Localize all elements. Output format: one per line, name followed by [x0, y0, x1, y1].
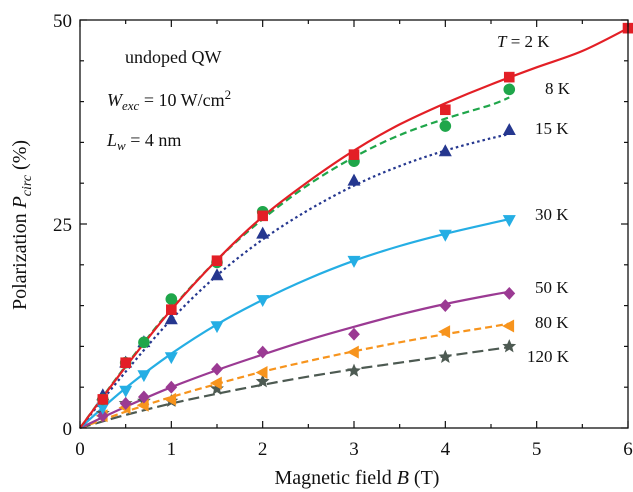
marker-80K: [502, 319, 515, 333]
marker-30K: [119, 385, 133, 398]
marker-2K: [503, 71, 515, 83]
marker-80K: [209, 376, 222, 390]
label-120K: 120 K: [527, 347, 570, 366]
x-tick-label: 5: [532, 439, 542, 460]
fit-line-50K: [79, 290, 510, 429]
marker-50K: [503, 286, 516, 300]
marker-80K: [438, 325, 451, 339]
label-50K: 50 K: [535, 278, 569, 297]
marker-120K: [347, 363, 361, 377]
marker-2K: [211, 255, 223, 267]
marker-8K: [138, 336, 150, 349]
axis-ticks: 0 1 2 3 4 5 6 0 25 50: [53, 11, 633, 460]
marker-15K: [438, 144, 452, 157]
marker-15K: [256, 226, 270, 239]
fit-line-8K: [79, 96, 510, 429]
marker-15K: [502, 123, 516, 135]
y-tick-label: 0: [63, 419, 73, 440]
label-80K: 80 K: [535, 313, 569, 332]
marker-50K: [211, 362, 223, 376]
label-2K: T = 2 K: [497, 32, 550, 51]
x-axis-title: Magnetic field B (T): [275, 467, 440, 489]
marker-30K: [502, 215, 516, 228]
marker-30K: [137, 370, 151, 383]
marker-2K: [120, 357, 131, 369]
marker-120K: [438, 349, 453, 363]
fit-line-80K: [79, 322, 510, 430]
fit-line-30K: [79, 218, 510, 429]
sample-annotation: undoped QW: [125, 47, 221, 67]
y-tick-label: 50: [53, 11, 72, 32]
marker-50K: [348, 327, 360, 341]
marker-2K: [348, 149, 360, 160]
marker-8K: [165, 293, 178, 305]
marker-50K: [439, 299, 452, 313]
marker-2K: [97, 394, 109, 405]
label-30K: 30 K: [535, 205, 569, 224]
excitation-annotation: Wexc = 10 W/cm2: [107, 87, 231, 113]
marker-30K: [347, 255, 361, 268]
fit-line-15K: [79, 133, 510, 429]
well-width-annotation: Lw = 4 nm: [106, 130, 181, 153]
x-tick-label: 3: [349, 439, 359, 460]
y-axis-title: Polarization Pcirc (%): [9, 140, 35, 310]
marker-120K: [502, 339, 517, 353]
marker-15K: [210, 268, 224, 281]
marker-50K: [165, 380, 178, 394]
marker-30K: [256, 295, 270, 308]
marker-2K: [166, 304, 177, 315]
marker-2K: [257, 210, 268, 222]
marker-30K: [164, 352, 178, 365]
marker-30K: [210, 321, 224, 334]
marker-8K: [503, 83, 516, 96]
marker-15K: [164, 312, 178, 325]
x-tick-label: 0: [75, 439, 85, 460]
fit-line-120K: [79, 346, 510, 430]
marker-50K: [137, 390, 150, 404]
marker-30K: [438, 229, 452, 242]
x-tick-label: 6: [623, 439, 633, 460]
marker-50K: [256, 345, 269, 359]
x-tick-label: 1: [167, 439, 177, 460]
marker-2K: [440, 104, 451, 116]
marker-80K: [255, 365, 268, 380]
marker-50K: [96, 409, 109, 423]
marker-15K: [347, 173, 361, 186]
x-tick-label: 2: [258, 439, 268, 460]
marker-50K: [119, 397, 132, 410]
x-tick-label: 4: [441, 439, 451, 460]
y-tick-label: 25: [53, 215, 72, 236]
marker-80K: [164, 392, 177, 406]
marker-80K: [346, 345, 359, 359]
label-8K: 8 K: [545, 79, 571, 98]
label-15K: 15 K: [535, 119, 569, 138]
marker-8K: [439, 120, 452, 132]
marker-120K: [255, 374, 270, 388]
